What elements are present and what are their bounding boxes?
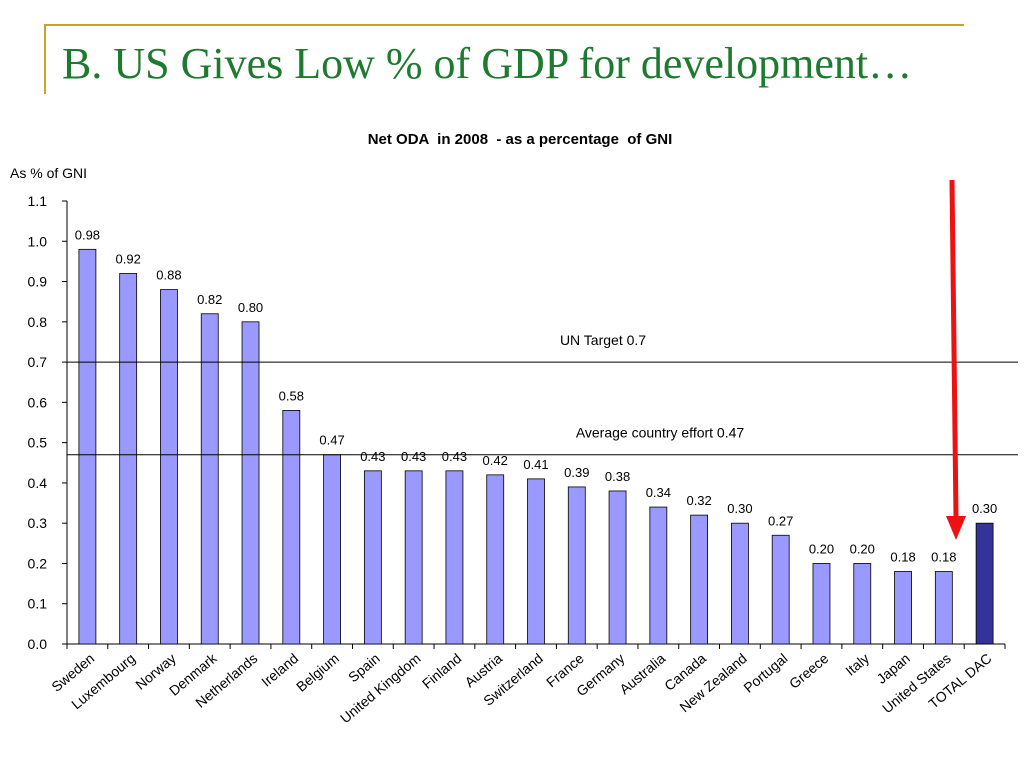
- bar-spain: [363, 470, 382, 645]
- bar-switzerland: [527, 478, 545, 645]
- reference-line-label: UN Target 0.7: [560, 332, 646, 348]
- x-category-label: Finland: [419, 650, 464, 692]
- bar-united-kingdom: [404, 470, 423, 645]
- bar-belgium: [323, 454, 341, 645]
- bar-finland: [445, 470, 464, 645]
- bar-value-label: 0.82: [197, 292, 222, 307]
- bar-value-label: 0.18: [890, 550, 915, 565]
- bar-denmark: [200, 313, 219, 645]
- bar-value-label: 0.34: [646, 485, 671, 500]
- bar-value-label: 0.30: [727, 501, 752, 516]
- x-category-label: Italy: [842, 650, 872, 679]
- x-category-label: Belgium: [293, 650, 342, 695]
- bar-value-label: 0.32: [686, 493, 711, 508]
- x-category-label: Australia: [616, 650, 668, 697]
- title-rule-horizontal: [44, 24, 964, 26]
- bar-germany: [608, 490, 627, 645]
- plot-area: 0.0 0.1 0.2 0.3 0.4 0.5 0.6 0.7 0.8 0.9 1.0 1.1 0.98…: [28, 193, 1018, 726]
- y-tick-label: 0.2: [28, 555, 48, 571]
- y-tick-label: 0.7: [28, 354, 48, 370]
- bar-sweden: [78, 248, 97, 645]
- bar-value-label: 0.39: [564, 465, 589, 480]
- bar-netherlands: [241, 321, 260, 645]
- bar-value-label: 0.43: [401, 449, 426, 464]
- y-tick-label: 1.0: [28, 233, 48, 249]
- bar-value-label: 0.20: [850, 541, 875, 556]
- bar-value-label: 0.98: [75, 227, 100, 242]
- bar-value-label: 0.20: [809, 541, 834, 556]
- y-tick-label: 0.5: [28, 435, 48, 451]
- bar-value-label: 0.43: [360, 449, 385, 464]
- y-tick-label: 0.9: [28, 274, 48, 290]
- bar-austria: [486, 474, 505, 645]
- bar-value-label: 0.41: [523, 457, 548, 472]
- y-tick-label: 0.4: [28, 475, 48, 491]
- reference-line-label: Average country effort 0.47: [576, 425, 745, 441]
- bar-value-label: 0.88: [156, 268, 181, 283]
- x-category-label: Portugal: [740, 650, 790, 696]
- bar-portugal: [771, 534, 790, 645]
- bar-value-label: 0.80: [238, 300, 263, 315]
- y-axis-label: As % of GNI: [10, 165, 87, 181]
- bar-greece: [812, 563, 831, 645]
- x-category-label: Greece: [786, 650, 832, 692]
- bar-value-label: 0.18: [931, 550, 956, 565]
- bar-value-label: 0.38: [605, 469, 630, 484]
- bar-new-zealand: [731, 522, 749, 645]
- bar-value-label: 0.30: [972, 501, 997, 516]
- bar-united-states: [934, 571, 953, 645]
- chart-title: Net ODA in 2008 - as a percentage of GNI: [368, 131, 673, 148]
- y-tick-label: 0.8: [28, 314, 48, 330]
- bar-value-label: 0.27: [768, 513, 793, 528]
- y-tick-label: 0.0: [28, 636, 48, 652]
- bar-canada: [690, 514, 709, 645]
- y-tick-label: 0.1: [28, 596, 48, 612]
- bar-value-label: 0.43: [442, 449, 467, 464]
- bar-value-label: 0.58: [279, 388, 304, 403]
- bar-japan: [894, 571, 912, 645]
- title-rule-vertical: [44, 24, 46, 94]
- bar-luxembourg: [119, 273, 138, 645]
- bar-value-label: 0.92: [116, 251, 141, 266]
- slide-title: B. US Gives Low % of GDP for development…: [62, 39, 913, 88]
- bar-france: [567, 486, 586, 645]
- bar-value-label: 0.42: [483, 453, 508, 468]
- bar-value-label: 0.47: [319, 433, 344, 448]
- bar-total-dac: [975, 522, 994, 645]
- bar-australia: [649, 506, 668, 645]
- bar-ireland: [282, 410, 301, 645]
- bar-italy: [853, 563, 872, 645]
- y-tick-label: 0.3: [28, 515, 48, 531]
- bar-norway: [160, 289, 178, 645]
- y-tick-label: 1.1: [28, 193, 48, 209]
- y-tick-label: 0.6: [28, 394, 48, 410]
